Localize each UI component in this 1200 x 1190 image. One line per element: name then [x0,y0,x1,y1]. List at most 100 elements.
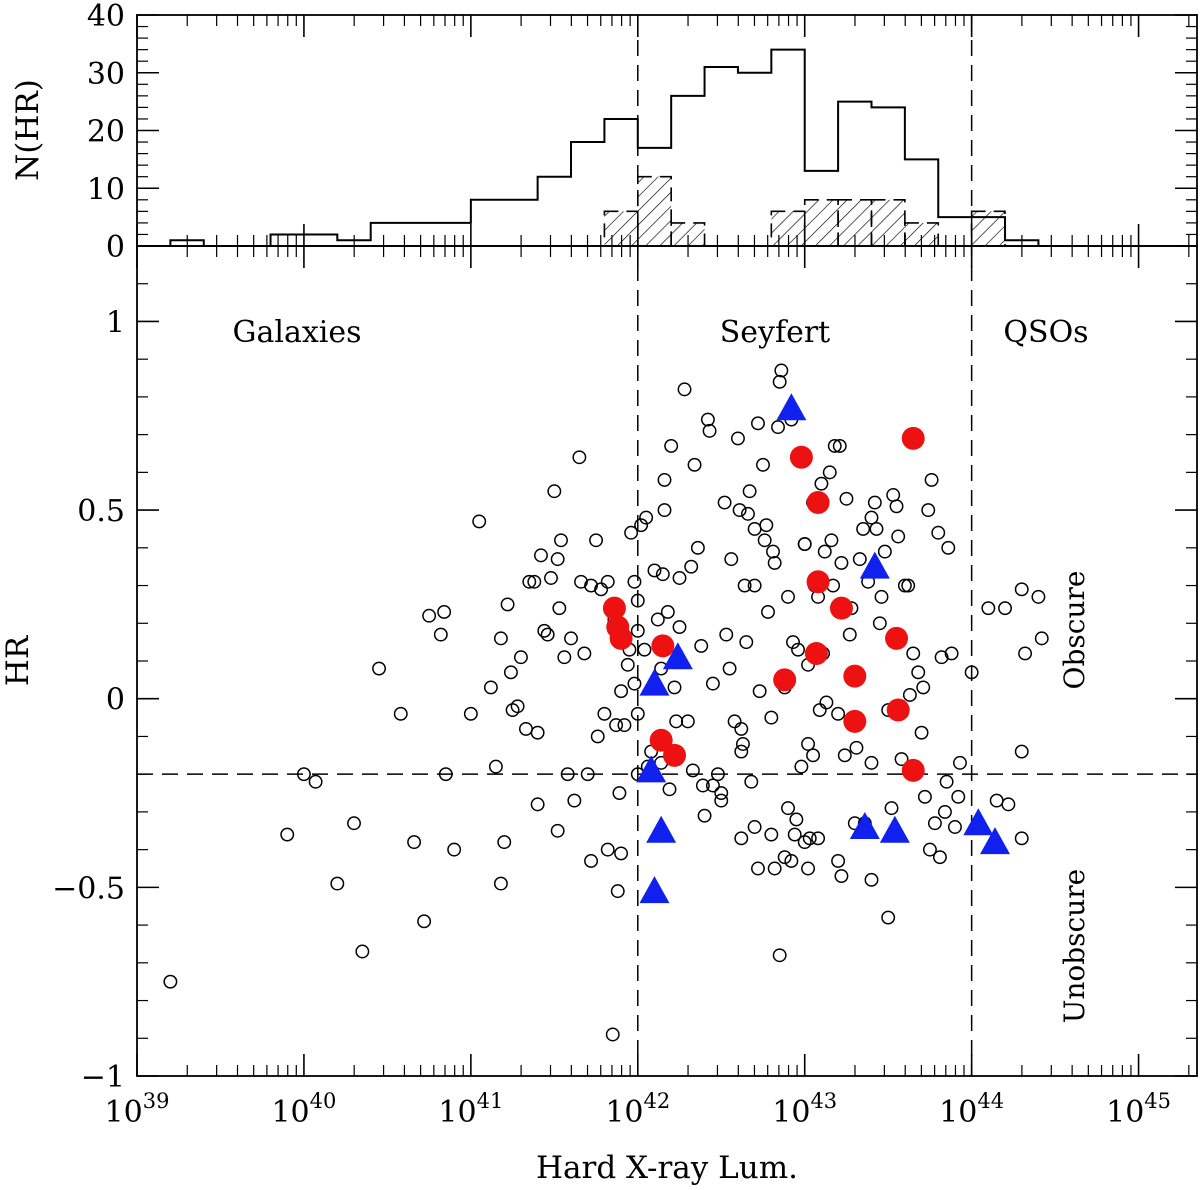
obscure-point [843,664,867,688]
open-point [677,382,692,397]
x-tick-exponent: 43 [810,1089,837,1113]
open-point [280,827,295,842]
open-point [617,718,632,733]
open-point [530,797,545,812]
open-point [812,703,827,717]
y-axis-title: HR [0,634,36,686]
open-point [717,495,732,510]
open-point [719,627,734,642]
open-point [764,710,779,725]
open-point [877,544,892,559]
open-point [296,767,311,782]
open-point [407,835,422,850]
x-tick-exponent: 42 [644,1089,671,1113]
unobscure-point [859,551,890,579]
open-point [767,861,782,876]
open-point [694,638,709,653]
open-point [584,578,598,593]
open-point [493,876,508,891]
open-point [163,974,178,989]
open-point [614,684,629,699]
open-point [433,627,448,642]
open-point [577,646,592,661]
open-point [672,571,687,585]
unobscure-point [776,393,807,421]
open-point [574,574,588,589]
open-point [527,574,542,589]
open-point [544,571,558,585]
open-point [757,533,772,548]
open-point [856,522,871,536]
open-point [522,574,537,589]
x-tick-exponent: 41 [477,1089,504,1113]
open-point [447,842,462,857]
open-point [777,850,792,865]
open-point [513,650,528,665]
open-point [695,778,710,793]
unobscure-points [636,393,1011,904]
open-point [751,416,765,431]
open-point [839,491,854,506]
open-point [710,767,725,782]
open-point [372,661,386,676]
open-point [680,714,695,729]
x-tick-exponent: 45 [1144,1089,1171,1113]
open-point [537,623,552,638]
open-point [664,439,679,453]
open-point [751,861,765,876]
obscure-point [609,626,633,650]
open-point [766,544,780,559]
open-point [921,503,936,518]
histogram-ticks: 0 10 20 30 40 [87,0,1197,265]
open-point [772,374,787,389]
obscure-bin [870,199,906,247]
open-point [1014,831,1029,846]
open-point [422,608,437,623]
obscure-point [886,698,910,722]
open-point [630,706,645,721]
obscure-point [804,641,828,665]
open-point [687,457,702,472]
open-point [834,869,849,883]
open-point [744,774,759,789]
open-point [906,646,921,661]
histogram-y-tick-label: 40 [87,0,125,34]
x-tick-label: 1045 [1106,1089,1171,1130]
open-point [714,793,729,808]
open-point [797,835,812,850]
open-point [837,748,852,763]
open-point [781,801,795,816]
histogram-y-tick-label: 20 [87,115,125,150]
obscure-points [602,426,925,782]
open-point [891,529,906,544]
open-point [761,605,775,619]
open-point [722,661,737,676]
open-point [600,574,615,589]
open-point [734,831,749,846]
open-point [937,804,952,819]
obscure-point [649,728,673,752]
open-point [438,767,453,782]
open-point [550,552,565,567]
open-point [831,854,846,868]
obscure-point [843,709,867,733]
open-point [824,533,839,548]
open-point [627,676,642,691]
open-point [864,872,879,887]
open-point [614,846,629,861]
histogram-y-axis-title: N(HR) [10,79,46,181]
open-point [867,495,882,510]
open-point [572,450,587,465]
open-point [308,774,323,789]
open-point [1001,797,1016,812]
open-point [657,503,672,518]
open-point [981,601,996,616]
open-point [1014,582,1029,597]
y-tick-label: 1 [106,305,125,340]
unobscure-point [646,815,677,843]
galaxies-label: Galaxies [233,315,362,350]
open-point [842,627,857,642]
open-point [897,578,912,593]
open-point [741,506,755,521]
open-point [540,627,555,642]
